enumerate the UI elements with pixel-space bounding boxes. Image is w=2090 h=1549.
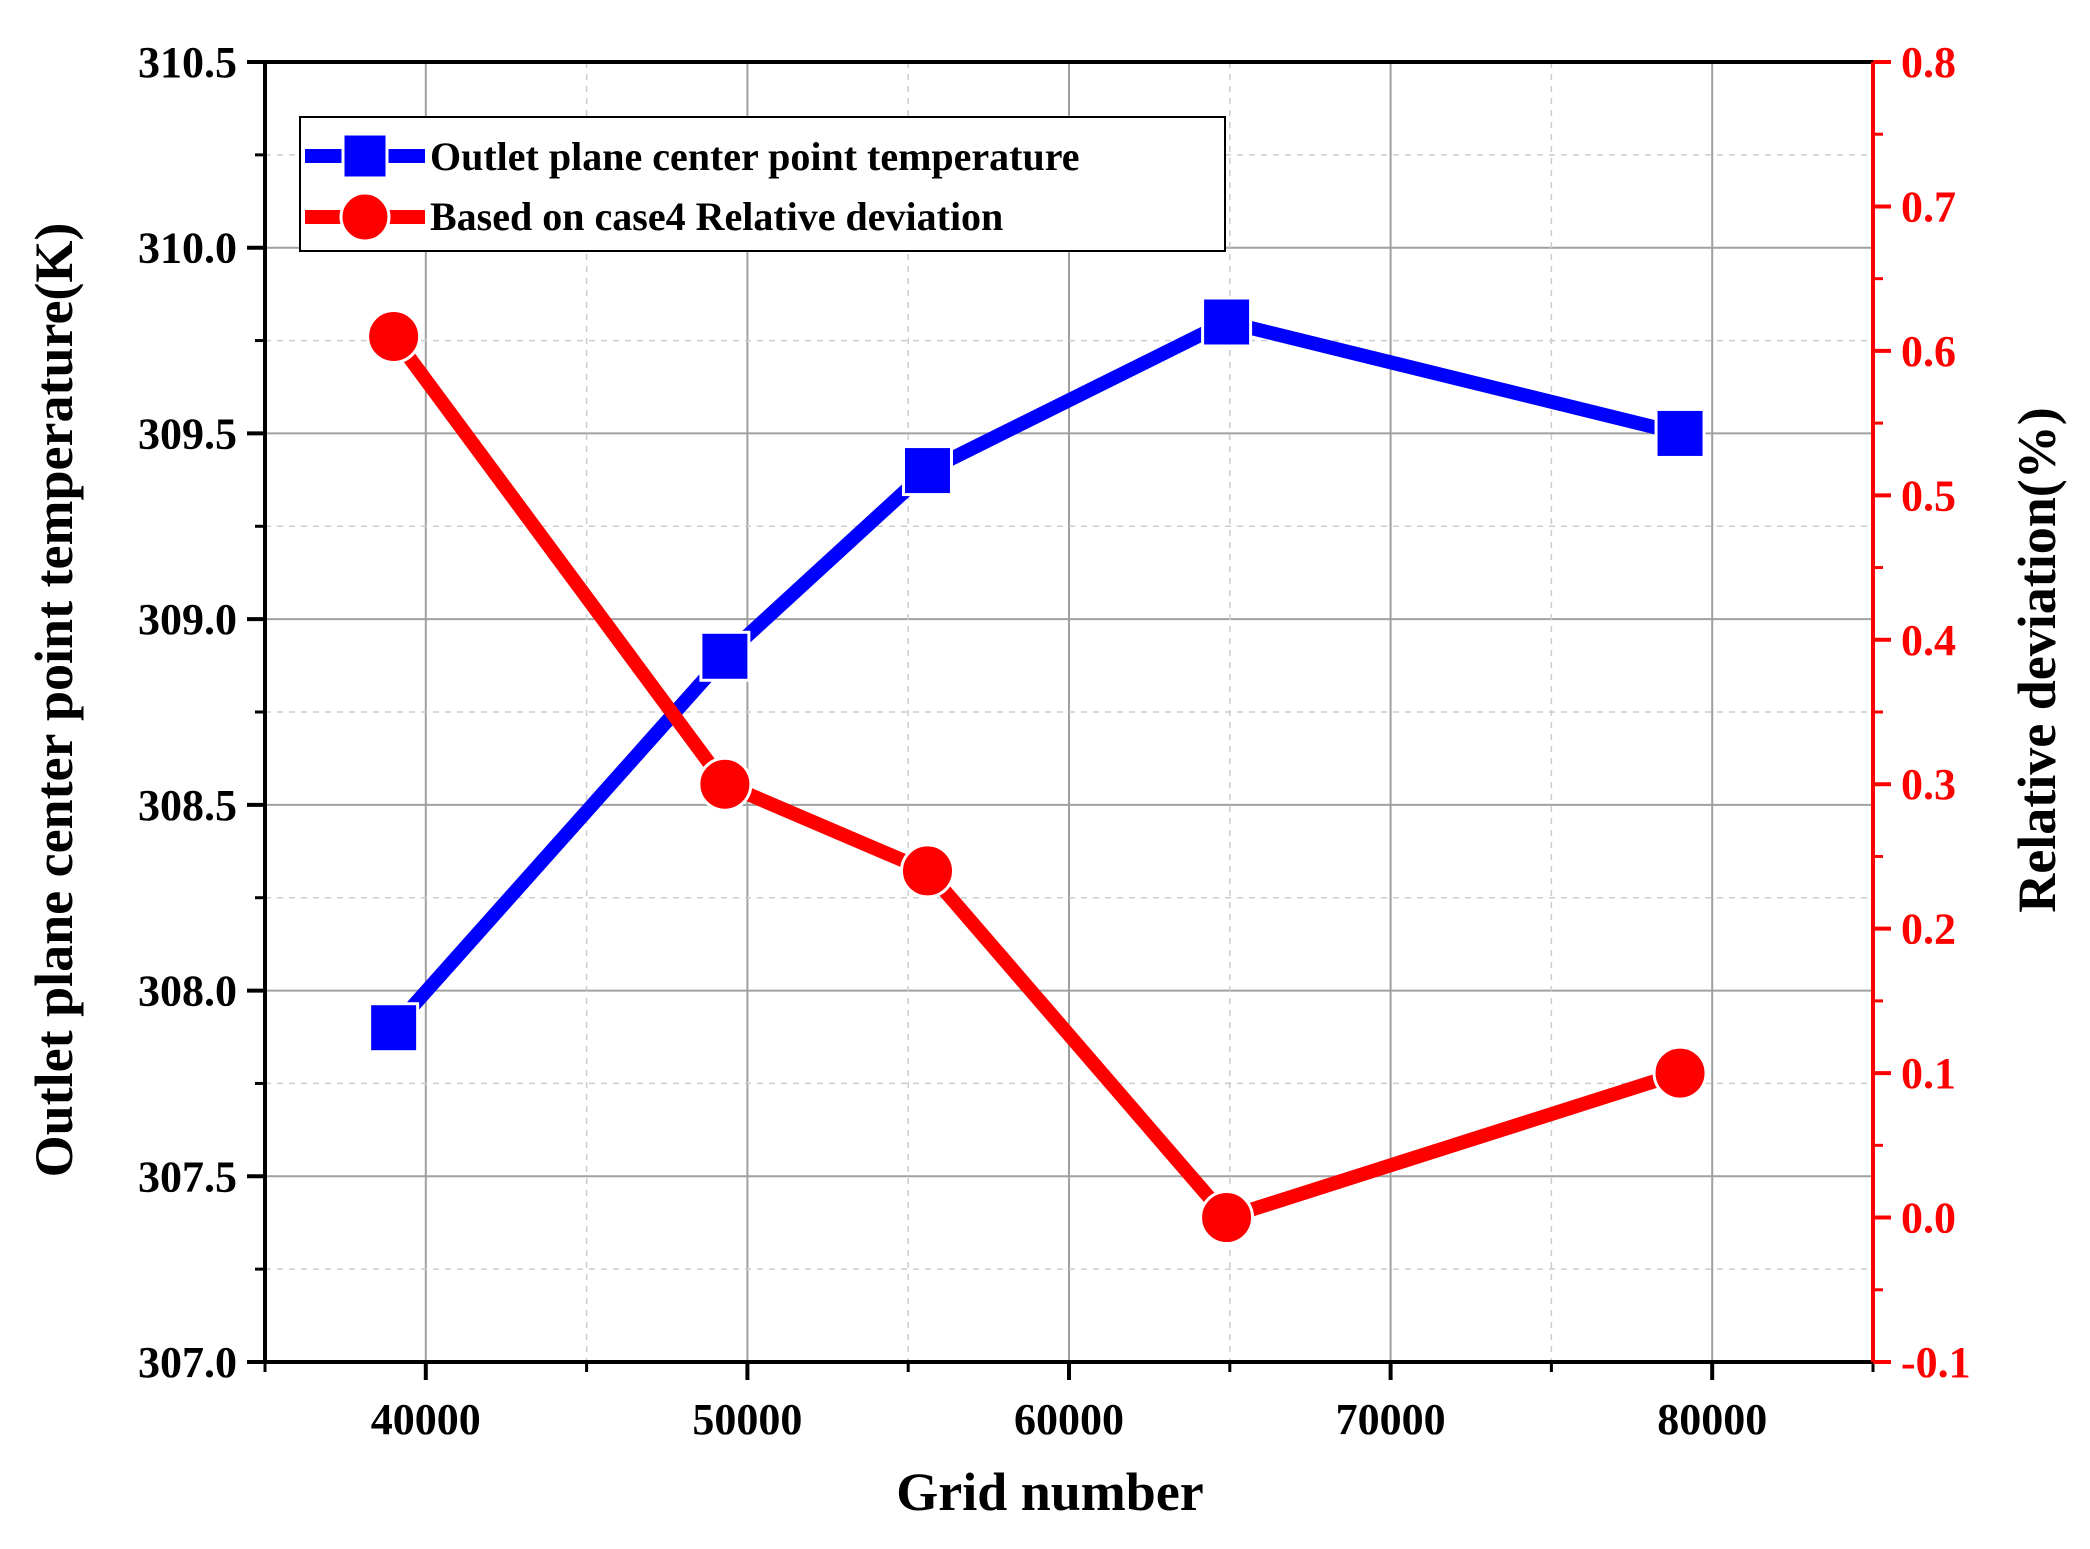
- data-point-square: [901, 445, 953, 497]
- x-tick-label: 50000: [692, 1395, 802, 1444]
- y-left-tick-label: 307.5: [138, 1152, 237, 1201]
- y-right-tick-label: 0.1: [1901, 1049, 1956, 1098]
- y-left-tick-label: 308.0: [138, 967, 237, 1016]
- x-axis-title: Grid number: [896, 1462, 1204, 1522]
- series-layer: [366, 296, 1708, 1246]
- legend: Outlet plane center point temperature Ba…: [299, 116, 1226, 252]
- legend-label-temperature: Outlet plane center point temperature: [430, 134, 1080, 179]
- x-tick-label: 60000: [1014, 1395, 1124, 1444]
- y-left-tick-label: 310.0: [138, 224, 237, 273]
- data-point-circle: [1652, 1045, 1708, 1101]
- y-right-tick-label: 0.6: [1901, 327, 1956, 376]
- y-right-axis-title: Relative deviation(%): [2007, 407, 2067, 912]
- data-point-square: [1654, 407, 1706, 459]
- data-point-circle: [366, 308, 422, 364]
- x-tick-label: 80000: [1657, 1395, 1767, 1444]
- ticks-layer: 40000 50000 60000 70000 80000 307.0 307.5 308.0…: [138, 38, 1971, 1444]
- y-right-tick-label: 0.2: [1901, 905, 1956, 954]
- data-point-circle: [697, 756, 753, 812]
- legend-box: [299, 116, 1226, 252]
- legend-marker-circle: [339, 191, 391, 243]
- y-left-tick-label: 309.0: [138, 595, 237, 644]
- x-tick-label: 70000: [1336, 1395, 1446, 1444]
- y-left-tick-label: 307.0: [138, 1338, 237, 1387]
- y-right-tick-label: 0.3: [1901, 760, 1956, 809]
- x-tick-label: 40000: [371, 1395, 481, 1444]
- y-right-tick-label: 0.8: [1901, 38, 1956, 87]
- legend-marker-square: [341, 132, 389, 180]
- y-right-tick-label: 0.5: [1901, 471, 1956, 520]
- data-point-circle: [899, 843, 955, 899]
- data-point-square: [699, 630, 751, 682]
- y-right-tick-label: 0.4: [1901, 616, 1956, 665]
- legend-label-deviation: Based on case4 Relative deviation: [430, 194, 1003, 239]
- y-left-axis-title: Outlet plane center point temperature(K): [24, 223, 84, 1178]
- y-right-tick-label: 0.7: [1901, 182, 1956, 231]
- y-right-tick-label: 0.0: [1901, 1194, 1956, 1243]
- data-point-square: [1201, 296, 1253, 348]
- y-left-tick-label: 309.5: [138, 409, 237, 458]
- y-left-tick-label: 310.5: [138, 38, 237, 87]
- y-right-tick-label: -0.1: [1901, 1338, 1971, 1387]
- grid-layer: [265, 61, 1873, 1363]
- data-point-circle: [1199, 1190, 1255, 1246]
- data-point-square: [368, 1002, 420, 1054]
- y-left-tick-label: 308.5: [138, 781, 237, 830]
